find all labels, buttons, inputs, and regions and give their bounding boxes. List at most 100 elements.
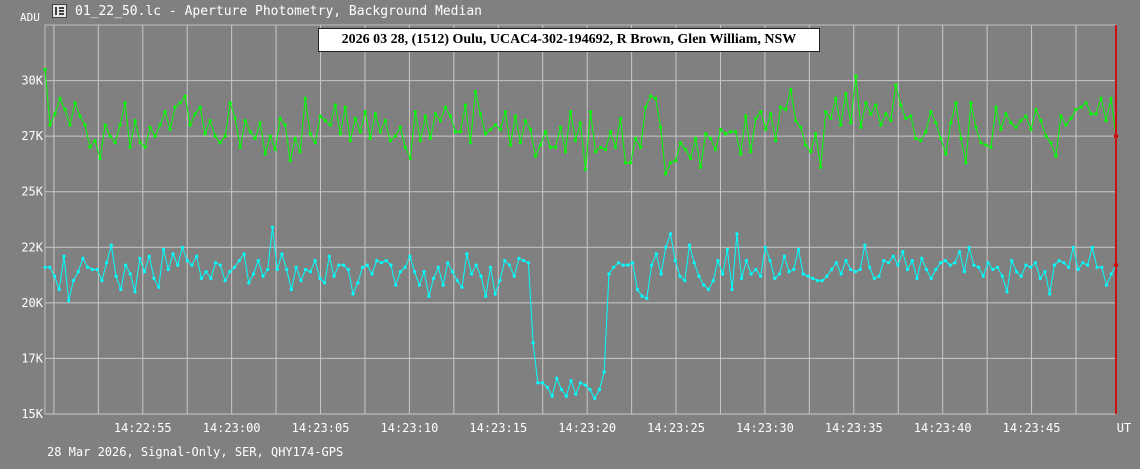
data-point: [824, 110, 828, 114]
data-point: [962, 270, 967, 274]
data-point: [749, 150, 753, 154]
data-point: [465, 252, 469, 256]
data-point: [564, 394, 568, 398]
data-point: [1048, 292, 1052, 296]
data-point: [308, 132, 312, 136]
data-point: [929, 276, 933, 280]
data-point: [266, 267, 270, 272]
data-point: [593, 150, 598, 154]
data-point: [819, 165, 823, 169]
data-point: [166, 267, 170, 272]
data-point: [209, 276, 213, 280]
data-point: [702, 283, 706, 287]
data-point: [358, 130, 362, 134]
y-tick-label: 22K: [21, 240, 43, 254]
data-point: [909, 114, 913, 118]
data-point: [76, 270, 80, 274]
data-point: [408, 156, 412, 160]
data-point: [398, 125, 402, 129]
data-point: [721, 272, 725, 276]
data-point: [67, 299, 71, 303]
data-point: [1029, 265, 1033, 269]
data-point: [830, 267, 834, 272]
data-point: [631, 261, 635, 265]
data-point: [649, 94, 653, 98]
data-point: [138, 141, 142, 145]
data-point: [368, 136, 372, 140]
data-point: [403, 265, 407, 269]
data-point: [569, 379, 573, 383]
data-point: [687, 243, 692, 247]
data-point: [299, 279, 303, 283]
data-point: [553, 145, 558, 149]
data-point: [673, 259, 677, 263]
data-point: [353, 116, 357, 120]
data-point: [607, 272, 611, 276]
data-point: [1010, 259, 1014, 263]
data-point: [446, 261, 450, 265]
data-point: [73, 101, 77, 105]
series-line: [45, 227, 1117, 400]
data-point: [384, 259, 388, 263]
data-point: [974, 125, 978, 129]
data-point: [994, 105, 998, 109]
data-point: [370, 272, 374, 276]
data-point: [90, 267, 94, 272]
data-point: [213, 134, 217, 138]
y-tick-label: 30K: [21, 74, 43, 88]
data-point: [608, 130, 613, 134]
data-point: [343, 105, 347, 109]
data-point: [1044, 134, 1048, 138]
data-point: [538, 143, 543, 147]
data-point: [83, 123, 87, 127]
data-point: [418, 139, 422, 143]
data-point: [972, 263, 976, 267]
data-point: [1024, 263, 1028, 267]
data-point: [1071, 245, 1075, 249]
data-point: [1024, 114, 1028, 118]
data-point: [711, 279, 715, 283]
data-point: [408, 254, 412, 258]
data-point: [308, 270, 312, 274]
data-point: [365, 263, 369, 267]
data-point: [348, 139, 352, 143]
data-point: [613, 145, 618, 149]
data-point: [1084, 101, 1088, 105]
data-point: [884, 112, 888, 116]
data-point: [280, 252, 284, 256]
data-point: [432, 276, 436, 280]
data-point: [258, 121, 262, 125]
data-point: [814, 132, 818, 136]
data-point: [899, 103, 903, 107]
data-point: [498, 279, 502, 283]
data-point: [123, 101, 127, 105]
y-tick-label: 20K: [21, 296, 43, 310]
data-point: [905, 267, 910, 272]
data-point: [844, 92, 848, 96]
data-point: [879, 123, 883, 127]
data-point: [256, 259, 260, 263]
data-point: [774, 139, 778, 143]
x-tick-label: 14:23:05: [292, 421, 350, 435]
data-point: [337, 263, 341, 267]
data-point: [223, 134, 227, 138]
data-point: [779, 105, 783, 109]
data-point: [512, 274, 516, 278]
data-point: [809, 150, 813, 154]
data-point: [460, 285, 464, 289]
x-tick-label: 14:23:35: [825, 421, 883, 435]
data-point: [190, 263, 194, 267]
data-point: [654, 96, 658, 100]
data-point: [313, 259, 317, 263]
chart-app-icon[interactable]: [52, 4, 67, 18]
x-tick-label: 14:23:45: [1003, 421, 1061, 435]
y-axis-label: ADU: [20, 11, 40, 24]
data-point: [199, 276, 203, 280]
data-point: [283, 123, 287, 127]
chart-title: 2026 03 28, (1512) Oulu, UCAC4-302-19469…: [318, 28, 820, 52]
data-point: [699, 165, 703, 169]
data-point: [68, 123, 72, 127]
data-point: [749, 272, 753, 276]
data-point: [43, 265, 47, 269]
data-point: [967, 245, 971, 249]
